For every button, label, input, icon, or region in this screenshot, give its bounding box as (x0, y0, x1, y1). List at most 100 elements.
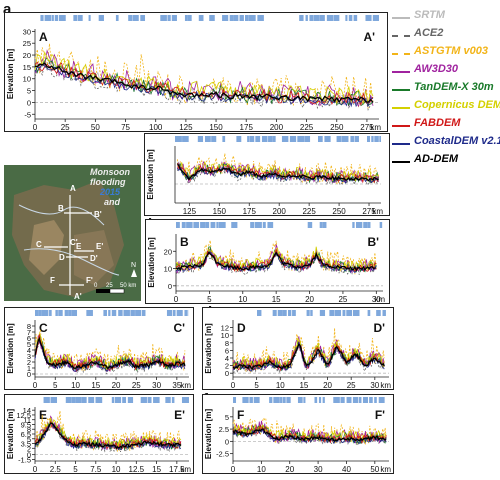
series-line-fabdem (35, 62, 373, 105)
map-caption-line-3: 2015 (99, 187, 121, 197)
scale-bar-black (96, 289, 110, 293)
x-tick-label: 250 (332, 207, 346, 216)
legend-item: CoastalDEM v2.1 (392, 134, 498, 152)
y-tick-label: 8 (27, 322, 31, 331)
x-tick-label: 50 (91, 123, 100, 132)
x-tick-label: 25 (338, 295, 347, 304)
x-tick-label: 30 (370, 381, 379, 390)
y-tick-label: 20 (164, 247, 172, 256)
start-label: F (237, 408, 244, 422)
x-tick-label: 40 (342, 465, 351, 474)
north-label: N (131, 262, 136, 269)
flood-bar (175, 136, 381, 142)
x-tick-label: 20 (285, 465, 294, 474)
legend-item: SRTM (392, 8, 498, 26)
map-caption-line-2: flooding (90, 177, 126, 187)
end-label: F' (375, 408, 385, 422)
x-tick-label: 125 (183, 207, 197, 216)
start-label: B (180, 235, 189, 249)
y-axis-label: Elevation [m] (204, 323, 213, 374)
flood-bar (176, 222, 382, 228)
end-label: C' (173, 321, 185, 335)
x-tick-label: 10 (238, 295, 247, 304)
legend-item: Copernicus DEM (392, 98, 498, 116)
y-tick-label: 0 (27, 98, 31, 107)
legend-swatch (392, 107, 410, 109)
legend-label: TanDEM-X 30m (414, 81, 494, 93)
flood-bar (44, 397, 189, 403)
y-axis-label: Elevation [m] (6, 409, 15, 460)
legend-item: FABDEM (392, 116, 498, 134)
x-tick-label: 175 (243, 207, 257, 216)
scale-bar-white (110, 289, 124, 293)
legend-label: FABDEM (414, 117, 460, 129)
legend-item: ACE2 (392, 26, 498, 44)
x-tick-label: 10 (276, 381, 285, 390)
x-tick-label: 15 (299, 381, 308, 390)
x-tick-label: 150 (213, 207, 227, 216)
x-tick-label: 250 (330, 123, 344, 132)
x-tick-label: 7.5 (90, 465, 102, 474)
map-inset: Monsoon flooding 2015 and A A' B B' C C'… (4, 165, 141, 301)
x-tick-label: 75 (121, 123, 130, 132)
map-point-B-prime: B' (94, 210, 102, 219)
end-label: B' (367, 235, 379, 249)
legend-label: ACE2 (414, 27, 443, 39)
x-tick-label: 30 (152, 381, 161, 390)
legend-swatch (392, 35, 410, 37)
x-tick-label: 25 (132, 381, 141, 390)
flood-bar (40, 15, 379, 21)
map-point-E-prime: E' (96, 242, 103, 251)
map-point-E: E (76, 242, 82, 251)
x-tick-label: 0 (33, 465, 38, 474)
map-point-A-prime: A' (74, 292, 82, 301)
x-tick-label: 10 (112, 465, 121, 474)
legend-label: AD-DEM (414, 153, 458, 165)
y-tick-label: -5 (24, 110, 31, 119)
x-tick-label: 12.5 (129, 465, 145, 474)
y-axis-label: Elevation [m] (204, 409, 213, 460)
x-tick-label: 125 (179, 123, 193, 132)
map-point-F-prime: F' (86, 276, 93, 285)
map-point-B: B (58, 204, 64, 213)
x-unit-label: km (374, 295, 385, 304)
y-axis-label: Elevation [m] (146, 149, 155, 200)
end-label: D' (373, 321, 385, 335)
flood-bar (233, 397, 385, 403)
y-tick-label: 15 (23, 63, 31, 72)
legend-swatch (392, 143, 410, 145)
y-tick-label: 0 (168, 282, 172, 291)
legend-swatch (392, 161, 410, 163)
y-axis-label: Elevation [m] (147, 237, 156, 288)
x-unit-label: km (180, 381, 191, 390)
end-label: E' (174, 408, 185, 422)
legend-label: CoastalDEM v2.1 (414, 135, 500, 147)
legend-swatch (392, 71, 410, 73)
flood-bar (35, 310, 189, 316)
x-tick-label: 25 (347, 381, 356, 390)
x-unit-label: km (372, 207, 383, 216)
flood-bar (257, 310, 386, 316)
start-label: E (39, 408, 47, 422)
x-tick-label: 5 (254, 381, 259, 390)
series-line-coastaldem-v2-1 (233, 342, 384, 371)
end-label: A' (363, 30, 375, 44)
x-unit-label: km (380, 381, 391, 390)
legend-label: Copernicus DEM (414, 99, 500, 111)
legend-label: AW3D30 (414, 63, 458, 75)
y-tick-label: 30 (23, 27, 31, 36)
x-tick-label: 30 (314, 465, 323, 474)
y-tick-label: 2.5 (219, 425, 229, 434)
legend-item: AW3D30 (392, 62, 498, 80)
